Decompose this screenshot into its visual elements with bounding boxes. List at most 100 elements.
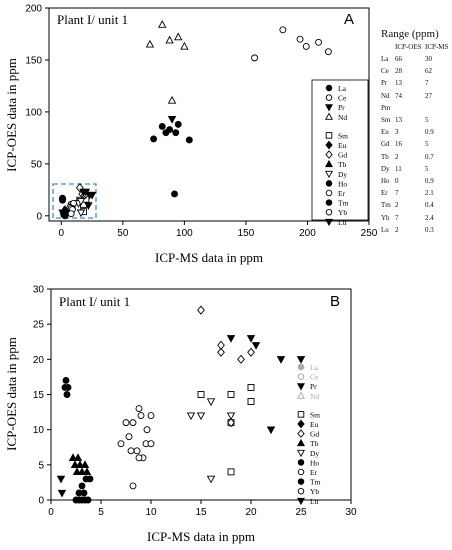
panel-a-points (58, 20, 332, 220)
y-tick-label: 30 (33, 285, 45, 296)
range-table-element: Yb (381, 213, 390, 222)
panel-a-plot-frame (48, 7, 370, 222)
x-tick-label: 15 (195, 507, 207, 518)
legend-marker-lu (325, 218, 333, 227)
data-point-lu (87, 191, 97, 200)
data-point-ce (279, 26, 287, 34)
range-table-ms: 2.4 (425, 213, 434, 222)
data-point-lu (276, 356, 286, 364)
data-point-ho (64, 384, 72, 391)
data-point-yb (125, 433, 133, 441)
range-table-element: Er (381, 189, 388, 198)
data-point-tb (70, 460, 80, 468)
range-table-header-ms: ICP-MS (425, 43, 449, 51)
range-table-ms: 0.3 (425, 225, 434, 234)
data-point-gd (247, 347, 255, 357)
data-point-yb (135, 454, 143, 462)
data-point-ho (63, 391, 71, 398)
range-table-row: Ho 0 0.9 (381, 175, 451, 187)
legend-marker-lu (297, 497, 305, 506)
data-point-tm (80, 489, 88, 497)
x-tick-label: 5 (98, 507, 104, 518)
range-table-element: Nd (381, 91, 390, 100)
legend-label-ho: Ho (310, 458, 319, 467)
data-point-er (137, 412, 145, 420)
legend-marker-ce (325, 94, 333, 101)
legend-marker-la (297, 363, 305, 371)
data-point-ho (59, 194, 66, 202)
panel-b-xlabel: ICP-MS data in ppm (147, 529, 255, 544)
legend-label-gd: Gd (310, 430, 319, 439)
range-table-element: Tm (381, 201, 391, 210)
range-table-row: Er 7 2.1 (381, 187, 451, 199)
range-table-row: Lu 2 0.3 (381, 224, 451, 236)
legend-label-ce: Ce (338, 94, 347, 103)
x-tick-label: 30 (345, 507, 357, 518)
y-tick-label: 0 (38, 496, 44, 507)
legend-marker-tm (297, 478, 305, 485)
legend-marker-er (325, 189, 333, 197)
data-point-lu (246, 335, 256, 343)
legend-marker-gd (297, 429, 305, 438)
panel-a-ylabel: ICP-OES data in ppm (4, 58, 19, 172)
range-table-row: Pm (381, 102, 451, 114)
y-tick-label: 150 (25, 55, 42, 66)
y-tick-label: 10 (33, 425, 45, 436)
data-point-tb (82, 467, 92, 476)
data-point-nd (180, 41, 189, 50)
range-table-row: Dy 11 5 (381, 163, 451, 175)
x-tick-label: 10 (145, 507, 157, 518)
range-table-oes (395, 102, 425, 114)
data-point-la (166, 126, 174, 134)
data-point-dy (196, 412, 206, 421)
legend-marker-dy (325, 170, 333, 179)
range-table-header: ICP-OES ICP-MS (381, 42, 451, 53)
data-point-sm (247, 384, 255, 391)
y-tick-label: 200 (25, 4, 42, 15)
range-table-element: La (381, 55, 389, 63)
data-point-la (150, 135, 158, 143)
legend-label-tb: Tb (338, 160, 347, 169)
panel-b-ylabel: ICP-OES data in ppm (4, 337, 19, 451)
legend-marker-gd (325, 150, 333, 159)
range-table-row: Nd 74 27 (381, 90, 451, 102)
data-point-er (135, 405, 143, 413)
legend-label-yb: Yb (310, 487, 319, 496)
legend-marker-pr (325, 104, 333, 112)
y-tick-label: 0 (36, 211, 42, 222)
legend-marker-la (325, 84, 333, 92)
x-tick-label: 150 (238, 228, 255, 239)
panel-b-title: Plant I/ unit 1 (59, 294, 130, 309)
range-table-ms: 2.1 (425, 189, 434, 198)
range-table-row: Eu 3 0.9 (381, 126, 451, 138)
legend-label-dy: Dy (338, 170, 347, 179)
legend-marker-ce (297, 373, 305, 380)
range-table-ms: 0.9 (425, 128, 434, 137)
data-point-lu (251, 342, 261, 350)
x-tick-label: 100 (176, 228, 193, 239)
data-point-lu (266, 426, 276, 435)
legend-label-nd: Nd (310, 392, 319, 401)
legend-label-ho: Ho (338, 179, 347, 188)
data-point-gd (197, 305, 205, 315)
x-tick-label: 0 (59, 228, 65, 239)
legend-marker-tb (297, 438, 305, 447)
range-table-element: Pm (381, 103, 391, 112)
range-table-element: Lu (381, 225, 389, 234)
data-point-yb (147, 440, 155, 448)
x-tick-label: 50 (117, 228, 129, 239)
data-point-tm (86, 475, 94, 483)
range-table-oes: 2 (395, 152, 399, 161)
panel-b-points (56, 305, 306, 504)
range-table-title: Range (ppm) (381, 28, 439, 40)
data-point-er (122, 419, 130, 427)
data-point-la (171, 190, 178, 198)
data-point-tb (73, 453, 83, 461)
range-table-element: Gd (381, 140, 390, 149)
data-point-lu (58, 209, 67, 218)
range-table-ms: 27 (425, 91, 432, 100)
range-table-oes: 66 (395, 55, 402, 63)
legend-label-ce: Ce (310, 373, 319, 382)
